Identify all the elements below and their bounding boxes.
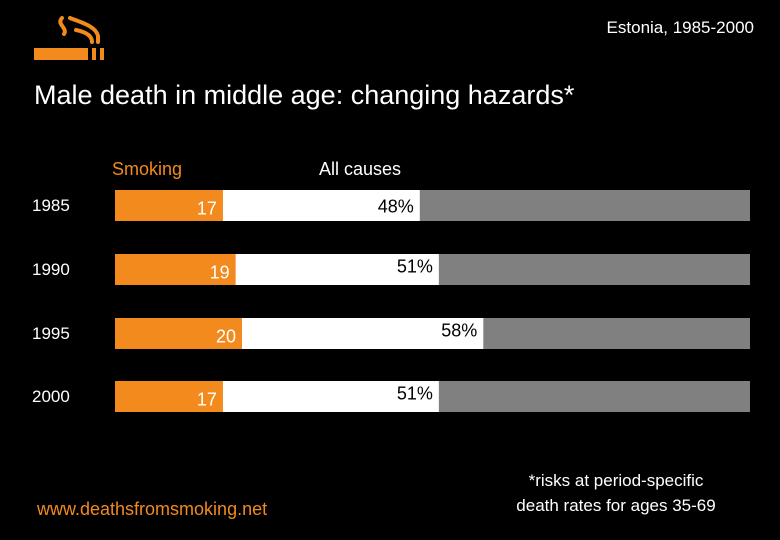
smoking-bar [115,318,242,349]
region-label: Estonia, 1985-2000 [606,18,754,37]
year-label: 1995 [32,324,70,343]
smoking-bar [115,190,223,221]
page-title: Male death in middle age: changing hazar… [34,80,575,110]
all-causes-value-label: 48% [378,196,414,216]
footnote-line-1: *risks at period-specific [528,471,704,490]
cigarette-smoke-icon [34,16,104,60]
smoking-value-label: 19 [210,262,230,282]
smoking-value-label: 17 [197,389,217,409]
all-causes-value-label: 51% [397,256,433,276]
all-causes-value-label: 51% [397,383,433,403]
all-causes-value-label: 58% [441,320,477,340]
footnote-line-2: death rates for ages 35-69 [516,496,716,515]
smoking-value-label: 20 [216,326,236,346]
year-label: 2000 [32,387,70,406]
footer-url[interactable]: www.deathsfromsmoking.net [37,499,268,519]
smoking-bar [115,254,236,285]
smoking-bar [115,381,223,412]
legend-smoking: Smoking [112,159,183,179]
smoking-value-label: 17 [197,198,217,218]
year-label: 1990 [32,260,70,279]
year-label: 1985 [32,196,70,215]
footnote: *risks at period-specific death rates fo… [486,468,746,518]
legend-all-causes: All causes [319,159,402,179]
